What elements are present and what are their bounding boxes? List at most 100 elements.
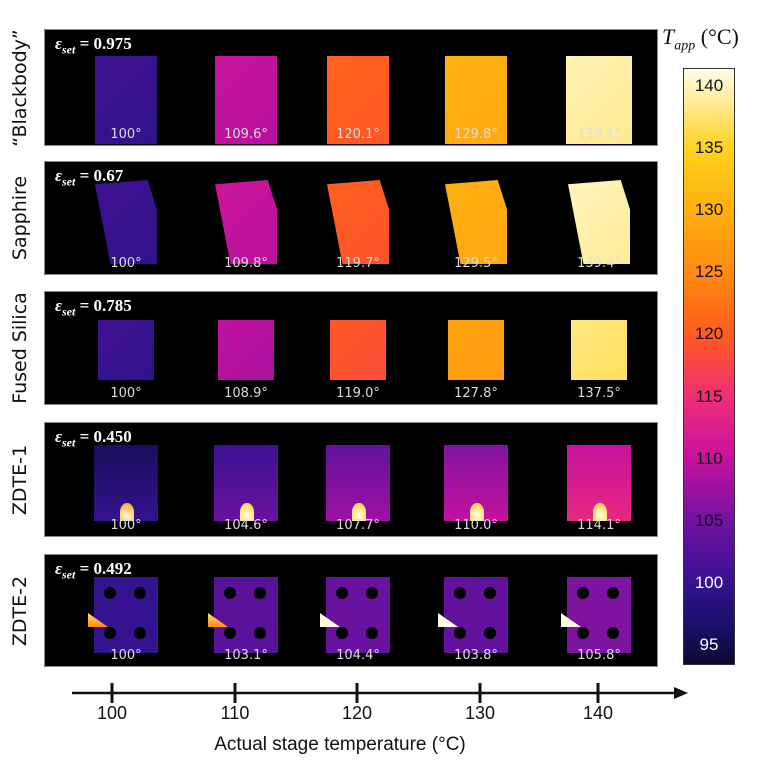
sample-hole <box>104 627 116 639</box>
colorbar-tick-label: 140 <box>694 75 724 95</box>
x-tick-label: 110 <box>220 703 250 723</box>
thermal-image-panel: εset = 0.785 100° 108.9° 119.0° 127.8° 137.5° <box>44 291 658 405</box>
sample-thermal-image <box>214 445 278 521</box>
x-axis-label: Actual stage temperature (°C) <box>214 734 466 755</box>
heater-hotspot <box>561 613 581 627</box>
apparent-temperature-reading: 103.1° <box>224 648 268 663</box>
apparent-temperature-reading: 139.4° <box>577 256 621 271</box>
sample-thermal-image <box>566 56 632 144</box>
heater-hotspot <box>208 613 228 627</box>
row-label: ZDTE-1 <box>0 422 40 537</box>
heater-hotspot <box>240 503 254 521</box>
apparent-temperature-reading: 119.7° <box>336 256 380 271</box>
thermal-image-panel: εset = 0.67 100° 109.8° 119.7° 129.5° 139.4° <box>44 161 658 275</box>
row-label-text: Sapphire <box>9 175 32 261</box>
apparent-temperature-reading: 100° <box>110 386 142 401</box>
heater-hotspot <box>88 613 108 627</box>
colorbar-tick-label: 105 <box>694 510 724 530</box>
thermal-image-panel: εset = 0.450 100° 104.6° 107.7° 110.0° 114.1° <box>44 422 658 537</box>
apparent-temperature-reading: 100° <box>110 648 142 663</box>
sample-hole <box>577 587 589 599</box>
sample-hole <box>336 627 348 639</box>
apparent-temperature-reading: 104.6° <box>224 518 268 533</box>
apparent-temperature-reading: 107.7° <box>336 518 380 533</box>
emissivity-label: εset = 0.492 <box>55 559 132 582</box>
apparent-temperature-reading: 114.1° <box>577 518 621 533</box>
sample-thermal-image <box>95 56 157 144</box>
sample-hole <box>454 627 466 639</box>
apparent-temperature-reading: 127.8° <box>454 386 498 401</box>
colorbar-tick-label: 110 <box>695 448 723 468</box>
heater-hotspot <box>470 503 484 521</box>
sample-hole <box>104 587 116 599</box>
x-tick-label: 100 <box>96 703 128 723</box>
apparent-temperature-reading: 104.4° <box>336 648 380 663</box>
sample-thermal-image <box>448 320 504 380</box>
sample-hole <box>254 627 266 639</box>
emissivity-label: εset = 0.785 <box>55 296 132 319</box>
sample-hole <box>484 587 496 599</box>
apparent-temperature-reading: 110.0° <box>454 518 498 533</box>
sample-thermal-image <box>568 180 630 264</box>
apparent-temperature-reading: 109.6° <box>224 127 268 142</box>
sample-thermal-image <box>218 320 274 380</box>
apparent-temperature-reading: 100° <box>110 127 142 142</box>
sample-thermal-image <box>330 320 386 380</box>
sample-thermal-image <box>95 180 157 264</box>
colorbar-tick-label: 95 <box>699 635 719 655</box>
apparent-temperature-reading: 137.5° <box>577 386 621 401</box>
sample-thermal-image <box>88 577 158 653</box>
sample-thermal-image <box>444 445 508 521</box>
sample-thermal-image <box>215 180 277 264</box>
colorbar-tick-label: 135 <box>694 137 724 157</box>
sample-thermal-image <box>327 56 389 144</box>
sample-thermal-image <box>567 445 631 521</box>
row-label: Sapphire <box>0 161 40 275</box>
apparent-temperature-reading: 100° <box>110 256 142 271</box>
sample-hole <box>366 587 378 599</box>
apparent-temperature-reading: 108.9° <box>224 386 268 401</box>
colorbar-title: Tapp (°C) <box>662 24 739 54</box>
sample-thermal-image <box>98 320 154 380</box>
row-label: “Blackbody” <box>0 28 40 147</box>
row-label-text: Fused Silica <box>9 292 32 404</box>
row-label-text: “Blackbody” <box>9 28 31 147</box>
heater-hotspot <box>320 613 340 627</box>
sample-thermal-image <box>208 577 278 653</box>
heater-hotspot <box>438 613 458 627</box>
emissivity-label: εset = 0.975 <box>55 34 132 57</box>
sample-thermal-image <box>445 56 507 144</box>
colorbar-tick-label: 100 <box>694 573 724 593</box>
sample-hole <box>224 627 236 639</box>
sample-hole <box>607 627 619 639</box>
thermal-image-panel: εset = 0.975 100° 109.6° 120.1° 129.8° 139.1° <box>44 29 658 146</box>
sample-thermal-image <box>571 320 627 380</box>
sample-thermal-image <box>438 577 508 653</box>
apparent-temperature-reading: 120.1° <box>336 127 380 142</box>
heater-hotspot <box>593 503 607 521</box>
sample-hole <box>254 587 266 599</box>
sample-thermal-image <box>215 56 277 144</box>
sample-hole <box>336 587 348 599</box>
apparent-temperature-reading: 103.8° <box>454 648 498 663</box>
x-axis <box>72 683 688 703</box>
apparent-temperature-reading: 119.0° <box>336 386 380 401</box>
sample-hole <box>366 627 378 639</box>
x-axis-arrowhead <box>674 687 688 699</box>
colorbar-tick-label: 130 <box>694 200 724 220</box>
emissivity-label: εset = 0.67 <box>55 166 124 189</box>
row-label-text: ZDTE-2 <box>9 575 32 646</box>
emissivity-label: εset = 0.450 <box>55 427 132 450</box>
sample-hole <box>224 587 236 599</box>
heater-hotspot <box>352 503 366 521</box>
heater-hotspot <box>120 503 134 521</box>
sample-thermal-image <box>327 180 389 264</box>
sample-hole <box>134 627 146 639</box>
apparent-temperature-reading: 100° <box>110 518 142 533</box>
sample-hole <box>484 627 496 639</box>
colorbar-tick-label: 125 <box>694 262 724 282</box>
apparent-temperature-reading: 109.8° <box>224 256 268 271</box>
sample-thermal-image <box>326 445 390 521</box>
x-tick-label: 140 <box>582 703 614 723</box>
apparent-temperature-reading: 129.8° <box>454 127 498 142</box>
